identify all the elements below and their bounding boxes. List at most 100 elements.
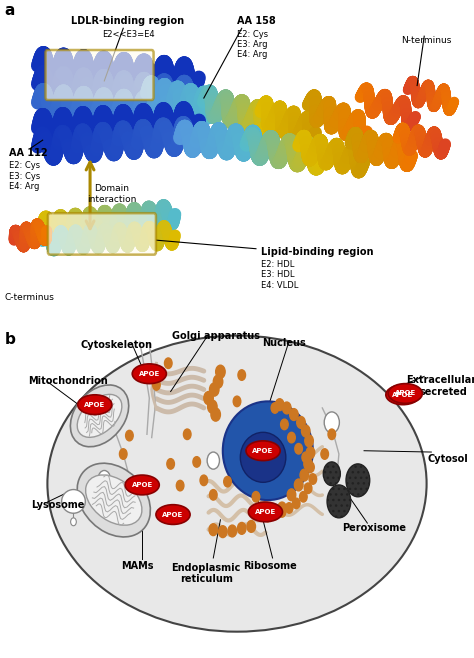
Circle shape	[216, 365, 225, 378]
Circle shape	[237, 522, 246, 534]
Circle shape	[275, 399, 284, 411]
Ellipse shape	[77, 463, 150, 537]
Ellipse shape	[78, 395, 112, 415]
Circle shape	[290, 409, 298, 420]
Ellipse shape	[248, 502, 283, 522]
Ellipse shape	[386, 385, 420, 405]
FancyBboxPatch shape	[48, 213, 156, 255]
Ellipse shape	[77, 394, 122, 438]
Circle shape	[328, 429, 336, 440]
Circle shape	[71, 518, 76, 526]
Text: MAMs: MAMs	[121, 561, 154, 570]
Circle shape	[238, 370, 246, 380]
Circle shape	[309, 474, 317, 484]
Circle shape	[204, 392, 213, 405]
Circle shape	[183, 429, 191, 440]
Circle shape	[292, 498, 300, 509]
Text: APOE: APOE	[132, 482, 153, 488]
Ellipse shape	[240, 432, 286, 482]
Circle shape	[281, 419, 288, 430]
Circle shape	[209, 524, 218, 536]
Circle shape	[264, 511, 272, 522]
Circle shape	[153, 380, 160, 390]
Text: Extracellular/
secreted: Extracellular/ secreted	[406, 375, 474, 397]
Text: Cytoskeleton: Cytoskeleton	[80, 340, 152, 350]
Text: Endoplasmic
reticulum: Endoplasmic reticulum	[172, 563, 241, 584]
Text: E2: Cys
E3: Arg
E4: Arg: E2: Cys E3: Arg E4: Arg	[237, 30, 268, 59]
Circle shape	[213, 375, 223, 388]
Circle shape	[300, 469, 309, 481]
Circle shape	[278, 502, 286, 514]
Circle shape	[98, 470, 110, 488]
Text: Peroxisome: Peroxisome	[342, 523, 407, 533]
Circle shape	[126, 430, 133, 441]
Circle shape	[306, 447, 315, 459]
Circle shape	[305, 435, 313, 447]
Circle shape	[297, 417, 305, 428]
Text: Lipid-binding region: Lipid-binding region	[261, 247, 373, 257]
Circle shape	[211, 408, 220, 421]
Text: APOE: APOE	[84, 401, 105, 408]
Circle shape	[271, 509, 279, 520]
Ellipse shape	[246, 441, 280, 461]
Circle shape	[228, 525, 237, 537]
Circle shape	[301, 425, 310, 437]
Text: Lysosome: Lysosome	[31, 500, 84, 510]
Circle shape	[321, 449, 328, 459]
Ellipse shape	[70, 385, 129, 447]
Circle shape	[287, 489, 296, 501]
Text: E2: Cys
E3: Cys
E4: Arg: E2: Cys E3: Cys E4: Arg	[9, 161, 41, 191]
Text: b: b	[5, 332, 16, 347]
Circle shape	[247, 520, 255, 532]
Ellipse shape	[62, 490, 85, 513]
Text: E2<<E3=E4: E2<<E3=E4	[101, 30, 155, 39]
Text: APOE: APOE	[139, 370, 160, 377]
Ellipse shape	[388, 384, 422, 403]
Circle shape	[271, 403, 279, 413]
Circle shape	[285, 503, 293, 513]
Text: APOE: APOE	[255, 509, 276, 515]
Text: AA 112: AA 112	[9, 148, 48, 158]
Circle shape	[252, 492, 260, 502]
Circle shape	[302, 452, 310, 463]
Circle shape	[200, 475, 208, 486]
Text: Nucleus: Nucleus	[263, 338, 306, 347]
Text: APOE: APOE	[395, 390, 416, 397]
Circle shape	[304, 483, 312, 494]
Circle shape	[304, 458, 312, 470]
Ellipse shape	[323, 462, 340, 486]
Text: Mitochondrion: Mitochondrion	[28, 376, 108, 386]
FancyBboxPatch shape	[46, 50, 154, 100]
Text: Ribosome: Ribosome	[243, 561, 297, 570]
Circle shape	[294, 479, 303, 491]
Circle shape	[119, 449, 127, 459]
Text: a: a	[5, 3, 15, 18]
Circle shape	[208, 400, 217, 413]
Circle shape	[210, 490, 217, 500]
Text: AA 158: AA 158	[237, 16, 276, 26]
Circle shape	[176, 480, 184, 491]
Circle shape	[224, 476, 231, 487]
Circle shape	[164, 358, 172, 368]
Text: APOE: APOE	[163, 511, 183, 518]
Ellipse shape	[346, 464, 370, 497]
Ellipse shape	[156, 505, 190, 524]
Ellipse shape	[223, 401, 313, 500]
Circle shape	[167, 459, 174, 469]
Circle shape	[288, 432, 295, 443]
Ellipse shape	[86, 475, 142, 525]
Text: E2: HDL
E3: HDL
E4: VLDL: E2: HDL E3: HDL E4: VLDL	[261, 260, 298, 290]
Ellipse shape	[132, 364, 166, 384]
Text: APOE: APOE	[253, 447, 273, 454]
Circle shape	[295, 443, 302, 454]
Circle shape	[300, 492, 307, 502]
Circle shape	[283, 402, 291, 414]
Circle shape	[207, 452, 219, 469]
Circle shape	[193, 457, 201, 467]
Text: Cytosol: Cytosol	[428, 454, 468, 464]
Circle shape	[307, 462, 314, 472]
Ellipse shape	[327, 485, 351, 518]
Circle shape	[219, 526, 227, 538]
Circle shape	[324, 412, 339, 433]
Circle shape	[233, 396, 241, 407]
